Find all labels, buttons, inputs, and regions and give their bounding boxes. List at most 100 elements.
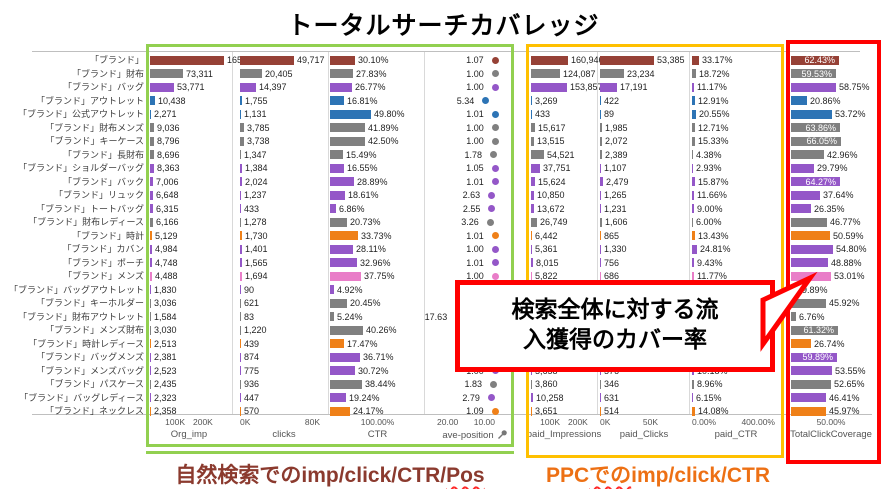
bar [600, 190, 601, 200]
bar [600, 244, 601, 254]
bar-value: 18.72% [699, 68, 730, 79]
bar [600, 204, 601, 213]
position-value: 1.00 [466, 82, 484, 92]
bar-value: 2,024 [245, 176, 268, 187]
axis-tick-label: 0K [600, 417, 611, 427]
bar [240, 339, 241, 348]
bar [600, 271, 601, 281]
bar-value: 1,606 [605, 217, 628, 227]
bar [791, 312, 796, 321]
position-dot [491, 83, 499, 91]
bar-value: 16.55% [347, 163, 378, 173]
bar-value: 16.81% [347, 95, 378, 106]
bar [330, 271, 361, 281]
bar-value: 20.86% [810, 95, 841, 106]
bar-value: 2,389 [605, 149, 628, 160]
row-label: 「ブランド」バック [62, 176, 144, 187]
axis-name: Org_imp [170, 429, 208, 440]
position-dot [491, 407, 499, 415]
position-dot [488, 191, 496, 199]
bar [600, 109, 601, 119]
row-label: 「ブランド」時計 [71, 230, 144, 241]
position-value: 1.00 [466, 136, 484, 146]
bar [330, 312, 334, 321]
bar [330, 163, 344, 173]
position-dot [491, 232, 499, 239]
position-dot [489, 380, 497, 388]
bar [240, 177, 242, 186]
position-dot [490, 151, 498, 158]
organic-caption-wavy: Pos [446, 464, 485, 487]
bar [330, 69, 353, 78]
row-label: 「ブランド」パスケース [45, 379, 144, 389]
bar [531, 244, 532, 254]
bar [150, 352, 151, 362]
bar [330, 204, 336, 213]
bar [692, 109, 696, 119]
bar [240, 217, 241, 227]
row-label: 「ブランド」メンズ [63, 271, 144, 281]
bar-value: 11.66% [697, 190, 727, 200]
bar [791, 406, 826, 416]
bar [240, 325, 241, 335]
bar [240, 96, 242, 105]
bar [240, 69, 262, 78]
bar-value: 1,220 [244, 325, 267, 335]
bar [600, 96, 601, 105]
bar [330, 217, 347, 227]
row-label: 「ブランド」ポーチ [62, 257, 144, 268]
bar-value: 89 [604, 109, 615, 119]
position-value: 1.01 [466, 109, 484, 119]
axis-tick: 100.00% [330, 417, 425, 427]
bar [791, 379, 831, 389]
bar [791, 190, 820, 200]
bar-value: 8,015 [536, 257, 559, 268]
bar [791, 244, 833, 254]
bar [531, 190, 534, 200]
bar-value: 36.71% [363, 352, 394, 362]
bar [600, 217, 602, 227]
bar [330, 285, 334, 294]
bar [600, 379, 601, 389]
page-title: トータルサーチカバレッジ [287, 12, 600, 40]
bar [600, 406, 601, 416]
position-value: 1.78 [464, 149, 483, 160]
bar [240, 285, 241, 294]
bar [150, 231, 152, 240]
bar-value: 6,648 [156, 190, 179, 200]
bar-value: 447 [244, 392, 260, 403]
bar-value: 631 [604, 392, 620, 403]
bar [600, 393, 601, 402]
bar-value: 1,265 [604, 190, 627, 200]
bar-value: 2,523 [154, 365, 177, 376]
axis-tick-label: 0K [240, 417, 251, 427]
bar-value: 6.86% [339, 203, 365, 214]
bar-value: 3,860 [535, 379, 558, 389]
pin-icon [497, 430, 507, 439]
bar [150, 298, 151, 308]
bar-value: 9.43% [697, 257, 723, 268]
bar [150, 96, 155, 105]
bar-value: 83 [244, 311, 255, 322]
bar-value: 1,694 [245, 271, 268, 281]
bar [531, 231, 532, 240]
bar-value: 17,191 [620, 82, 648, 92]
bar [330, 136, 365, 146]
bar-value: 12.91% [698, 95, 729, 106]
bar [600, 150, 602, 159]
row-label: 「ブランド」キーケース [45, 136, 144, 146]
bar-value: 514 [604, 406, 620, 416]
axis-name: paid_Impressions [526, 429, 602, 440]
bar-value: 26.74% [814, 338, 845, 349]
bar-value: 40.26% [366, 325, 397, 335]
position-dot [491, 70, 499, 77]
axis-tick-label: 200K [568, 417, 588, 427]
bar-value: 19.24% [349, 392, 380, 403]
bar-value: 756 [604, 257, 620, 268]
ppc-highlight-box [526, 44, 784, 458]
bar-value: 2,513 [154, 338, 177, 349]
bar [692, 379, 694, 389]
bar-value: 52.65% [834, 379, 865, 389]
bar [531, 150, 544, 159]
bar [692, 96, 695, 105]
